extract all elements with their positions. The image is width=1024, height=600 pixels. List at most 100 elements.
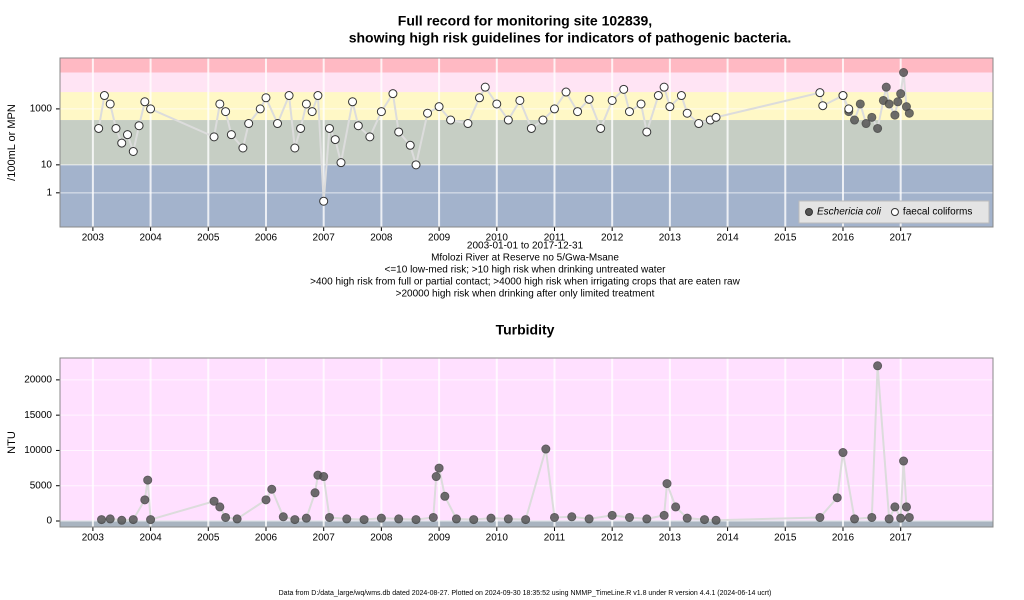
data-point [584, 514, 594, 524]
data-point [307, 107, 317, 117]
data-point [284, 91, 294, 101]
data-point [324, 512, 334, 522]
data-point [365, 132, 375, 142]
data-point [901, 502, 911, 512]
data-point [526, 123, 536, 133]
y-tick-label: 5000 [30, 480, 53, 491]
data-point [146, 515, 156, 525]
risk-band [60, 58, 993, 73]
data-point [128, 515, 138, 525]
data-point [411, 515, 421, 525]
data-point [711, 515, 721, 525]
data-point [232, 514, 242, 524]
data-point [117, 515, 127, 525]
data-point [653, 91, 663, 101]
risk-band [60, 72, 993, 93]
data-point [215, 99, 225, 109]
x-tick-label: 2009 [428, 533, 451, 544]
data-point [440, 491, 450, 501]
data-point [486, 513, 496, 523]
x-tick-label: 2016 [832, 533, 855, 544]
legend: Eschericia coli faecal coliforms [798, 200, 990, 224]
plot-area [60, 58, 993, 227]
plot-area [60, 358, 993, 527]
data-point [226, 130, 236, 140]
data-point [711, 112, 721, 122]
x-tick-label: 2003 [82, 533, 105, 544]
x-tick-label: 2003 [82, 233, 105, 244]
x-tick-label: 2008 [370, 533, 393, 544]
data-point [290, 143, 300, 153]
risk-band [60, 358, 993, 521]
x-tick-label: 2004 [139, 533, 162, 544]
legend-marker [805, 208, 813, 216]
data-point [117, 138, 127, 148]
axis-note: <=10 low-med risk; >10 high risk when dr… [385, 265, 667, 276]
data-point [238, 143, 248, 153]
y-tick-label: 1 [46, 187, 52, 198]
data-point [215, 502, 225, 512]
data-point [261, 495, 271, 505]
data-point [394, 127, 404, 137]
data-point [818, 101, 828, 111]
x-tick-label: 2007 [313, 233, 336, 244]
data-point [244, 119, 254, 129]
x-tick-label: 2017 [890, 233, 913, 244]
data-point [134, 121, 144, 131]
data-point [893, 97, 903, 107]
data-point [838, 448, 848, 458]
chart-title: Full record for monitoring site 102839, [398, 13, 652, 29]
data-point [890, 502, 900, 512]
data-point [884, 514, 894, 524]
footer: Data from D:/data_large/wq/wms.db dated … [279, 590, 772, 597]
data-point [904, 512, 914, 522]
data-point [596, 123, 606, 133]
plot-frame [59, 57, 994, 228]
data-point [549, 104, 559, 114]
x-tick-label: 2006 [255, 533, 278, 544]
data-point [99, 91, 109, 101]
data-point [503, 115, 513, 125]
data-point [143, 475, 153, 485]
y-axis-label: NTU [6, 431, 18, 454]
data-point [411, 160, 421, 170]
legend-label: Eschericia coli [817, 207, 882, 218]
data-point [463, 119, 473, 129]
chart-title: Turbidity [496, 322, 555, 338]
data-point [642, 514, 652, 524]
y-tick-label: 10 [41, 159, 53, 170]
x-tick-label: 2015 [774, 533, 797, 544]
data-point [899, 456, 909, 466]
data-point [700, 515, 710, 525]
data-point [844, 104, 854, 114]
y-axis-label: /100mL or MPN [6, 104, 18, 181]
data-point [624, 512, 634, 522]
y-tick-label: 15000 [24, 410, 52, 421]
data-point [313, 91, 323, 101]
x-tick-label: 2006 [255, 233, 278, 244]
data-point [567, 512, 577, 522]
y-tick-label: 0 [46, 516, 52, 527]
data-point [469, 515, 479, 525]
data-point [665, 102, 675, 112]
data-point [431, 472, 441, 482]
data-point [541, 444, 551, 454]
data-point [676, 91, 686, 101]
data-point [140, 97, 150, 107]
x-tick-label: 2015 [774, 233, 797, 244]
x-tick-label: 2014 [716, 533, 739, 544]
data-point [221, 107, 231, 117]
data-point [353, 121, 363, 131]
data-point [319, 196, 329, 206]
axis-note: >20000 high risk when drinking after onl… [396, 289, 655, 300]
data-point [434, 463, 444, 473]
data-point [896, 513, 906, 523]
data-point [376, 107, 386, 117]
x-tick-label: 2005 [197, 533, 220, 544]
x-tick-label: 2011 [544, 533, 566, 544]
data-point [850, 514, 860, 524]
risk-band [60, 120, 993, 165]
data-point [290, 515, 300, 525]
y-tick-label: 1000 [30, 104, 53, 115]
data-point [348, 97, 358, 107]
